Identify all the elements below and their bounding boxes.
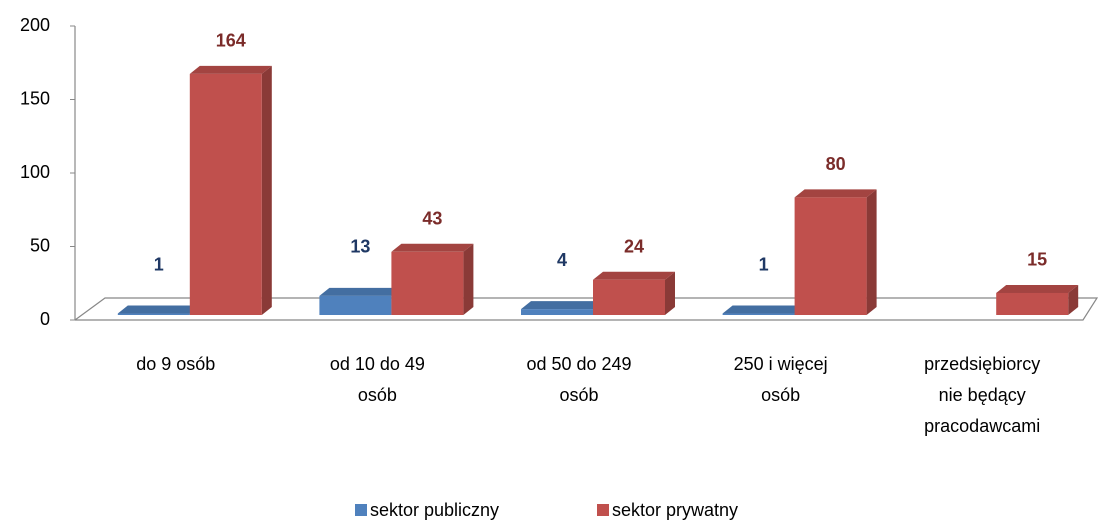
- floor: [74, 297, 1099, 321]
- bar-top: [593, 271, 675, 280]
- x-tick-label: do 9 osób: [136, 354, 215, 374]
- y-tick-label: 0: [40, 309, 50, 329]
- bar-top: [521, 301, 603, 310]
- bar: [189, 73, 262, 315]
- bar: [521, 309, 593, 315]
- bar: [996, 292, 1069, 315]
- value-label: 80: [826, 154, 846, 174]
- value-label: 4: [557, 250, 567, 270]
- value-label: 43: [422, 209, 442, 229]
- value-label: 164: [216, 31, 246, 51]
- value-label: 1: [154, 254, 164, 274]
- bar: [593, 279, 665, 315]
- bar-side: [261, 65, 272, 315]
- legend-label: sektor prywatny: [612, 500, 738, 520]
- bar-top: [996, 284, 1079, 293]
- y-tick-label: 200: [20, 15, 50, 35]
- bar: [794, 197, 867, 315]
- value-label: 1: [759, 254, 769, 274]
- bar-top: [189, 65, 272, 74]
- bar: [722, 313, 795, 315]
- bar-side: [866, 189, 877, 315]
- legend-label: sektor publiczny: [370, 500, 499, 520]
- bar: [117, 313, 190, 315]
- value-label: 24: [624, 236, 644, 256]
- y-tick-label: 150: [20, 88, 50, 108]
- bar-top: [722, 305, 805, 314]
- bar-top: [391, 243, 474, 252]
- x-tick-label: od 50 do 249 osób: [526, 354, 631, 405]
- value-label: 13: [350, 237, 370, 257]
- legend-swatch: [597, 504, 609, 516]
- bar-side: [463, 243, 474, 315]
- bar-side: [665, 271, 675, 315]
- legend-swatch: [355, 504, 367, 516]
- bar-top: [117, 305, 200, 314]
- y-tick-label: 50: [30, 235, 50, 255]
- bar-top: [319, 287, 402, 296]
- bar-side: [1068, 284, 1079, 315]
- x-tick-label: od 10 do 49 osób: [330, 354, 425, 405]
- bar: [319, 295, 392, 315]
- bar-top: [794, 189, 877, 198]
- x-tick-label: przedsiębiorcy nie będący pracodawcami: [924, 354, 1040, 436]
- value-label: 15: [1027, 250, 1047, 270]
- x-tick-label: 250 i więcej osób: [734, 354, 828, 405]
- y-tick-label: 100: [20, 162, 50, 182]
- bar: [391, 251, 464, 315]
